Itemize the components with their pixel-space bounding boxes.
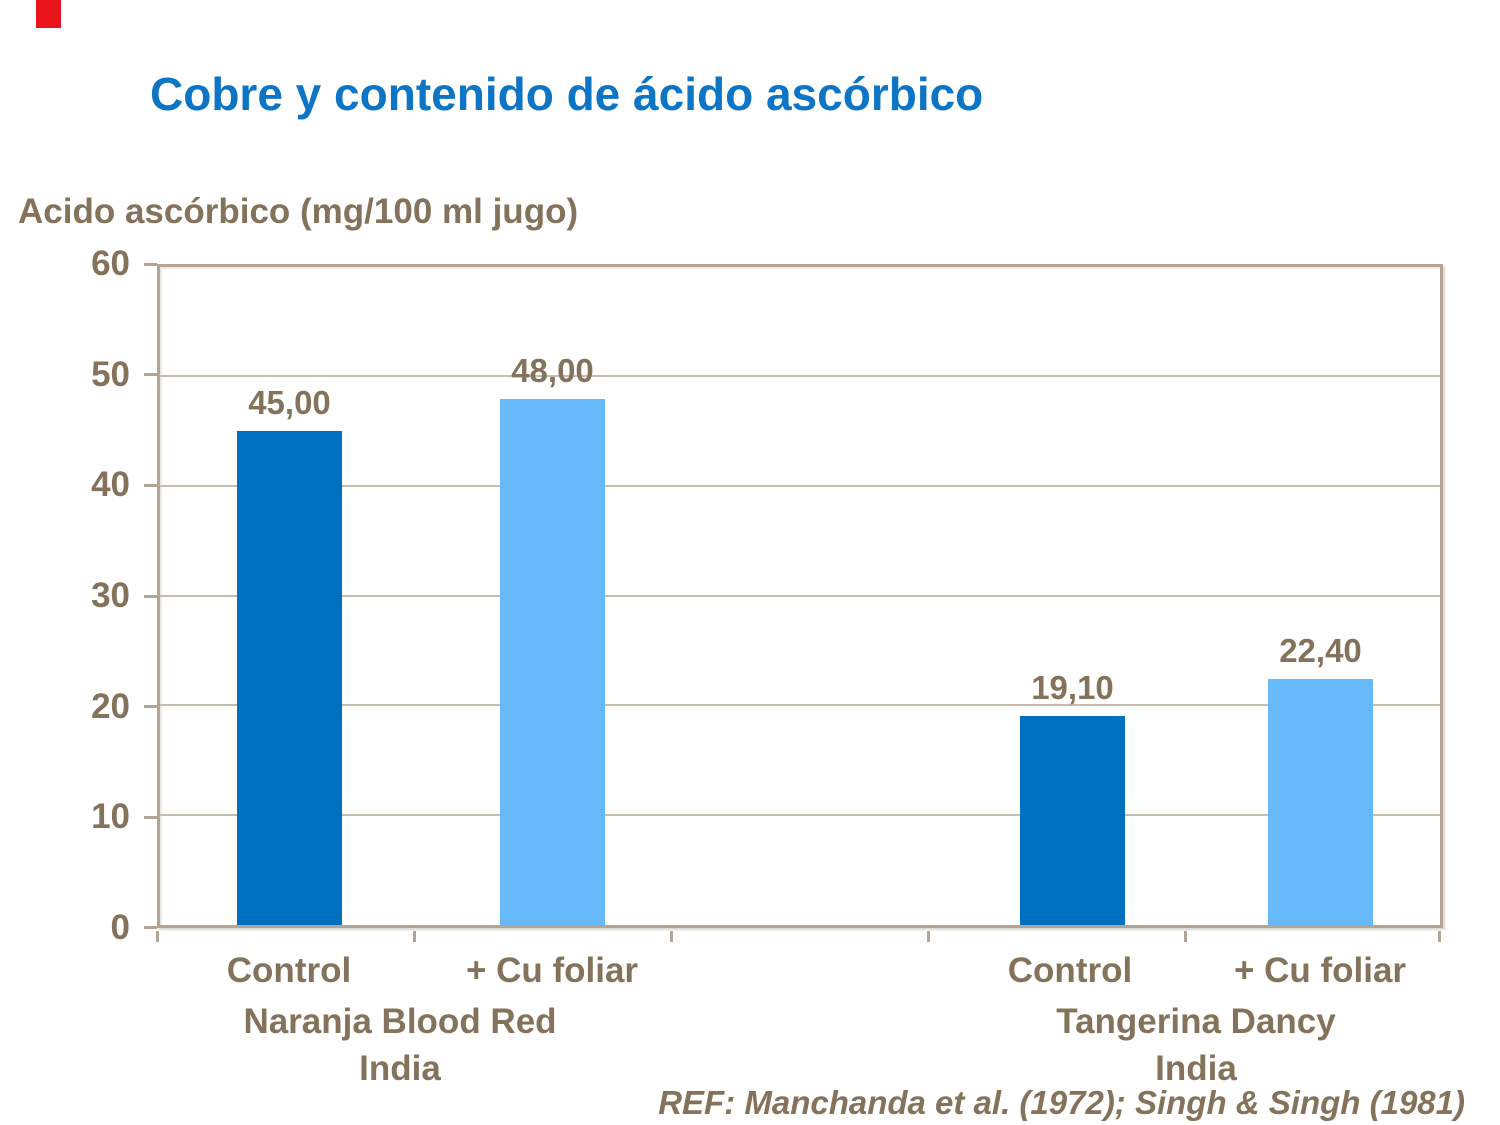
x-axis-tick (670, 931, 673, 942)
x-axis-tick (927, 931, 930, 942)
y-axis-tick (144, 595, 157, 598)
x-axis-tick (156, 931, 159, 942)
y-axis-tick-label: 10 (91, 797, 130, 836)
red-accent-tab (36, 0, 61, 28)
y-axis-tick-label: 20 (91, 687, 130, 726)
group-label-tangerina: Tangerina Dancy India (946, 998, 1446, 1092)
y-axis-tick (144, 373, 157, 376)
plot-area: 45,00 48,00 19,10 22,40 (157, 264, 1443, 928)
y-axis-tick (144, 484, 157, 487)
bar-value-label: 19,10 (1031, 669, 1114, 706)
gridline (160, 595, 1440, 597)
x-axis-tick (1438, 931, 1441, 942)
bar-group-tangerina-control: 19,10 (1020, 267, 1125, 925)
group-name: Naranja Blood Red (243, 1002, 557, 1041)
gridline (160, 375, 1440, 377)
x-axis-tick (413, 931, 416, 942)
bar-group-naranja-cu-foliar: 48,00 (500, 267, 605, 925)
bar (1268, 679, 1373, 925)
gridline (160, 814, 1440, 816)
y-axis-tick-label: 60 (91, 244, 130, 283)
y-axis-tick-label: 30 (91, 576, 130, 615)
y-axis-tick (144, 816, 157, 819)
bar-value-label: 22,40 (1279, 632, 1362, 669)
bar-value-label: 45,00 (248, 384, 331, 421)
y-axis-tick-label: 50 (91, 355, 130, 394)
group-sublabel: India (359, 1049, 441, 1088)
bar (237, 431, 342, 925)
bar-value-label: 48,00 (511, 352, 594, 389)
bar-group-tangerina-cu-foliar: 22,40 (1268, 267, 1373, 925)
gridline (160, 485, 1440, 487)
y-axis-title: Acido ascórbico (mg/100 ml jugo) (18, 192, 579, 231)
y-axis-tick (144, 705, 157, 708)
bar-group-naranja-control: 45,00 (237, 267, 342, 925)
x-axis-tick (1184, 931, 1187, 942)
bar (500, 399, 605, 925)
group-label-naranja: Naranja Blood Red India (150, 998, 650, 1092)
group-sublabel: India (1155, 1049, 1237, 1088)
group-name: Tangerina Dancy (1056, 1002, 1336, 1041)
x-category-label: Control (226, 951, 352, 990)
reference-text: REF: Manchanda et al. (1972); Singh & Si… (658, 1084, 1465, 1121)
y-axis-tick-label: 0 (110, 908, 130, 947)
y-axis-tick (144, 263, 157, 266)
gridline (160, 704, 1440, 706)
x-category-label: + Cu foliar (465, 951, 639, 990)
y-axis-tick-label: 40 (91, 465, 130, 504)
bar (1020, 716, 1125, 925)
page-title: Cobre y contenido de ácido ascórbico (150, 68, 984, 120)
x-category-label: Control (1007, 951, 1133, 990)
y-axis-tick (144, 926, 157, 929)
x-category-label: + Cu foliar (1233, 951, 1407, 990)
